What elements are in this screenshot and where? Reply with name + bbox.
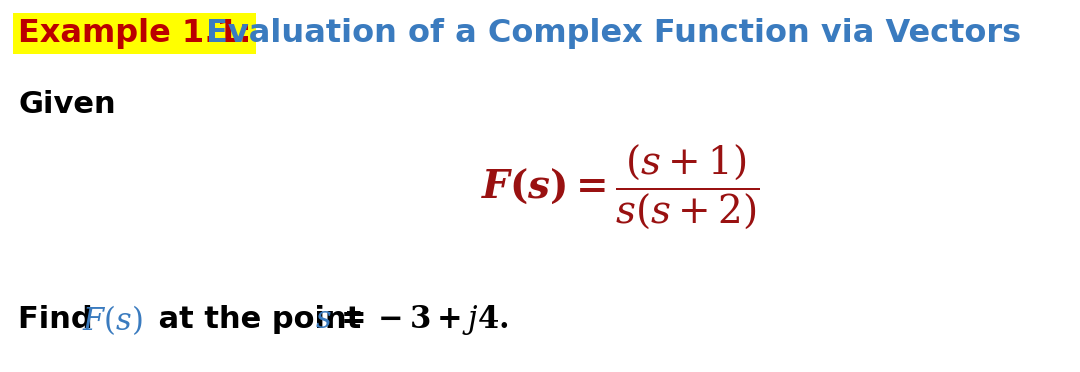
- Text: $\mathit{s}$: $\mathit{s}$: [315, 305, 332, 334]
- Text: $\mathit{F}(\mathit{s})$: $\mathit{F}(\mathit{s})$: [82, 303, 143, 337]
- Text: at the point: at the point: [148, 305, 372, 334]
- Text: Example 1.1:: Example 1.1:: [18, 18, 252, 49]
- Text: Given: Given: [18, 90, 116, 119]
- Text: Find: Find: [18, 305, 104, 334]
- Text: $\boldsymbol{F(s) = \dfrac{(s+1)}{s(s+2)}}$: $\boldsymbol{F(s) = \dfrac{(s+1)}{s(s+2)…: [481, 143, 759, 231]
- Text: Evaluation of a Complex Function via Vectors: Evaluation of a Complex Function via Vec…: [195, 18, 1021, 49]
- Text: $\mathbf{= -3 + \mathit{j}4.}$: $\mathbf{= -3 + \mathit{j}4.}$: [335, 303, 509, 337]
